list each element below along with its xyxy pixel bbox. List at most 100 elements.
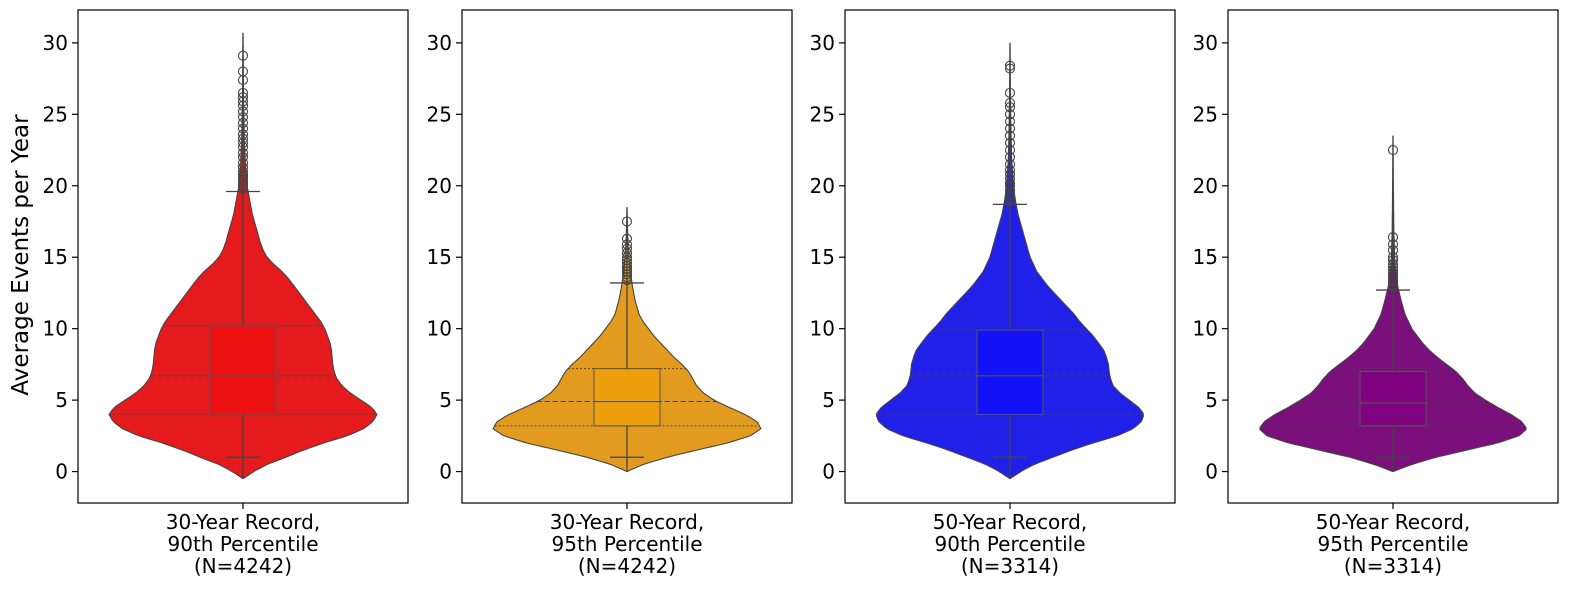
outlier-point [1004,102,1016,113]
outlier-point [237,169,249,180]
y-tick-label: 30 [1193,31,1218,55]
outlier-point [237,147,249,158]
outlier-point [237,66,249,77]
outlier-point [237,123,249,134]
outlier-point [237,87,249,98]
category-label-line: (N=3314) [1344,554,1442,578]
box [976,329,1044,415]
category-label: 50-Year Record, 90th Percentile (N=3314) [933,510,1087,578]
y-tick-label: 25 [43,102,68,126]
y-tick-label: 25 [427,102,452,126]
y-tick-label: 30 [43,31,68,55]
outlier-point [621,233,633,244]
outlier-point [237,133,249,144]
outlier-point [621,255,633,266]
outlier-point [1004,116,1016,127]
y-tick-label: 25 [1193,102,1218,126]
outlier-point [1387,239,1399,250]
panel-3: 0 5 10 15 20 25 30 50-Year Record, 90th Percenti… [810,9,1176,578]
outlier-point [237,106,249,117]
y-tick-label: 30 [427,31,452,55]
outlier-point [1387,265,1399,276]
outlier-point [621,239,633,250]
y-tick-label: 10 [43,317,68,341]
outlier-point [1004,144,1016,156]
outlier-point [1004,123,1016,134]
outlier-point [237,92,249,103]
outlier-point [237,157,249,168]
outlier-point [237,172,249,183]
outlier-point [1004,87,1016,98]
category-label-line: 50-Year Record, [933,510,1087,534]
outlier-point [1387,144,1399,156]
category-label: 50-Year Record, 95th Percentile (N=3314) [1316,510,1470,578]
category-label: 30-Year Record, 95th Percentile (N=4242) [550,510,704,578]
outlier-point [237,129,249,140]
box [1359,371,1427,427]
outlier-point [1004,185,1016,196]
outlier-point [621,243,633,254]
outlier-point [1004,169,1016,180]
y-tick-label: 25 [810,102,835,126]
category-label-line: 50-Year Record, [1316,510,1470,534]
y-tick-label: 0 [1205,460,1218,484]
y-tick-label: 10 [1193,317,1218,341]
outlier-point [1004,130,1016,141]
y-tick-label: 0 [822,460,835,484]
outlier-point [237,162,249,173]
y-tick-label: 5 [439,388,452,412]
category-label: 30-Year Record, 90th Percentile (N=4242) [166,510,320,578]
outlier-point [237,50,249,61]
y-tick-label: 5 [1205,388,1218,412]
y-tick-label: 15 [810,245,835,269]
category-label-line: (N=4242) [578,554,676,578]
panel-1: 0 5 10 15 20 25 30 30-Year Record, 90th Percenti… [43,9,409,578]
outlier-point [1004,180,1016,191]
outlier-point [237,117,249,128]
outlier-point [1004,164,1016,176]
outlier-point [1004,137,1016,148]
y-axis-title: Average Events per Year [8,114,34,396]
outlier-point [1004,60,1016,71]
y-tick-label: 20 [427,174,452,198]
y-tick-label: 20 [43,174,68,198]
outlier-point [237,152,249,163]
category-label-line: (N=3314) [961,554,1059,578]
outlier-point [1004,190,1016,201]
y-tick-label: 5 [822,388,835,412]
outlier-point [237,112,249,123]
outlier-point [1004,159,1016,170]
outlier-point [1387,255,1399,266]
category-label-line: 90th Percentile [935,532,1086,556]
y-tick-label: 20 [1193,174,1218,198]
y-tick-label: 10 [810,317,835,341]
category-label-line: 95th Percentile [1318,532,1469,556]
y-tick-label: 20 [810,174,835,198]
y-tick-label: 15 [43,245,68,269]
category-label-line: (N=4242) [194,554,292,578]
outlier-point [1387,245,1399,256]
category-label-line: 30-Year Record, [550,510,704,534]
y-tick-label: 15 [1193,245,1218,269]
panel-2: 0 5 10 15 20 25 30 30-Year Record, 95th Percenti… [427,9,793,578]
outlier-point [1387,252,1399,263]
outlier-point [1004,187,1016,198]
category-label-line: 95th Percentile [552,532,703,556]
outlier-point [1004,97,1016,108]
outlier-point [1004,109,1016,120]
outlier-point [1004,152,1016,163]
category-label-line: 90th Percentile [168,532,319,556]
y-tick-label: 0 [55,460,68,484]
outlier-point [1387,232,1399,243]
y-tick-label: 10 [427,317,452,341]
y-tick-label: 5 [55,388,68,412]
box [593,368,661,427]
outlier-point [1387,259,1399,270]
box [209,325,277,415]
y-tick-label: 15 [427,245,452,269]
category-label-line: 30-Year Record, [166,510,320,534]
y-tick-label: 30 [810,31,835,55]
y-tick-label: 0 [439,460,452,484]
